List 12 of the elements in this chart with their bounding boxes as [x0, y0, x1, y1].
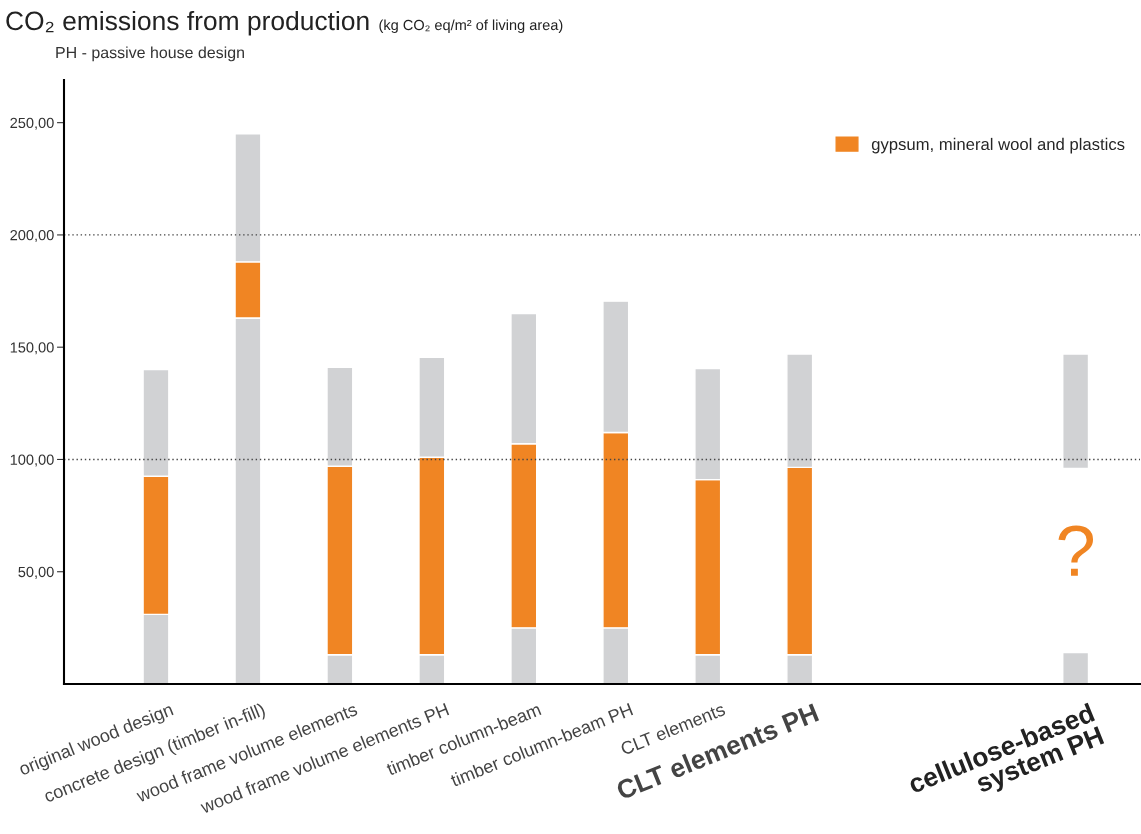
y-tick-label: 250,00	[10, 117, 54, 130]
bar	[1062, 651, 1090, 684]
y-tick-label: 100,00	[10, 454, 54, 467]
legend-label: gypsum, mineral wool and plastics	[871, 137, 1125, 154]
chart-title: CO₂ emissions from production	[6, 10, 369, 36]
bar	[1062, 353, 1090, 470]
y-tick-label: 150,00	[10, 342, 54, 355]
annotation: ?	[1058, 525, 1094, 576]
y-tick-label: 200,00	[10, 230, 54, 243]
y-tick-label: 50,00	[18, 566, 54, 579]
chart-subtitle: PH - passive house design	[56, 46, 244, 62]
y-axis-title: (kg CO₂ eq/m² of living area)	[379, 19, 563, 34]
